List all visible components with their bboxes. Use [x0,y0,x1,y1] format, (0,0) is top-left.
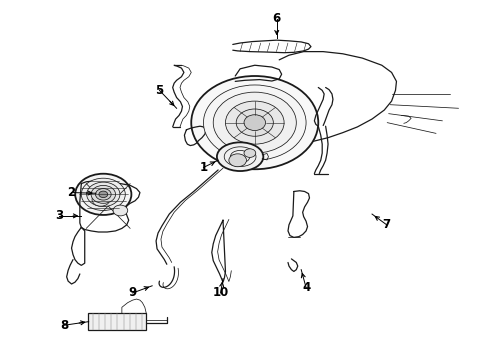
Text: 5: 5 [155,84,164,97]
Circle shape [191,76,318,169]
Ellipse shape [96,189,111,200]
Ellipse shape [81,178,125,211]
Text: 4: 4 [302,281,310,294]
Ellipse shape [99,191,108,198]
Text: 10: 10 [213,287,229,300]
Text: 9: 9 [128,287,137,300]
Circle shape [213,92,296,153]
Ellipse shape [217,142,263,171]
Text: 3: 3 [55,210,63,222]
Text: 6: 6 [272,12,281,25]
Circle shape [92,193,110,206]
Text: 7: 7 [383,218,391,231]
Text: 2: 2 [68,186,75,199]
Ellipse shape [75,174,131,215]
Circle shape [203,85,306,160]
Circle shape [225,101,284,144]
Ellipse shape [91,185,116,203]
Ellipse shape [87,182,120,207]
Circle shape [244,115,266,131]
Circle shape [244,149,256,157]
Circle shape [236,109,273,136]
Circle shape [113,205,128,216]
Polygon shape [88,314,147,330]
Circle shape [229,154,246,167]
Text: 8: 8 [60,319,68,332]
Text: 1: 1 [199,161,208,174]
